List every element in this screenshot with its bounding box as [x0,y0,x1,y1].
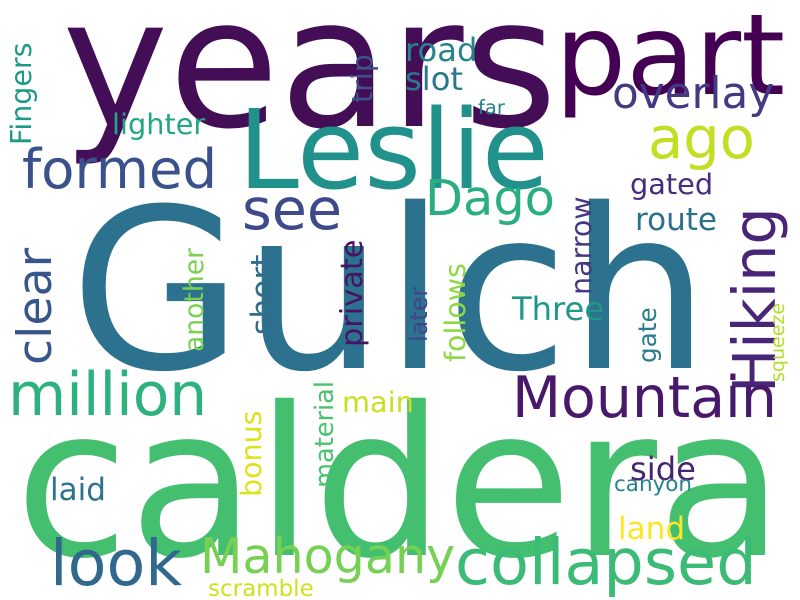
word: material [310,380,340,488]
word: Gulch [70,161,710,421]
word: million [8,360,208,430]
word: collapsed [455,526,757,600]
word: years [62,0,558,169]
word: Mahogany [200,527,456,585]
word: slot [405,60,464,98]
word: scramble [208,576,314,600]
word: look [50,526,183,600]
word: main [342,385,414,419]
word: bonus [235,410,268,497]
word: gate [633,307,662,363]
word: far [478,96,505,119]
word: squeeze [767,302,789,382]
word: short [245,254,281,335]
word: caldera [15,363,784,600]
word: route [635,202,718,238]
word: lighter [112,107,206,141]
word: laid [50,472,106,508]
word: land [618,511,686,547]
word: follows [439,263,472,362]
word: Mountain [512,365,777,431]
word: canyon [614,472,693,497]
word: Three [512,290,605,328]
word: trip [346,54,379,103]
word: later [405,286,433,342]
word: narrow [565,196,598,295]
word: Leslie [238,87,549,214]
word: clear [8,247,63,365]
word: Fingers [5,42,38,146]
word: another [179,248,210,352]
word: part [555,0,786,121]
word: Dago [425,169,555,227]
word: gated [630,167,714,201]
word: side [630,450,696,488]
word: see [242,177,343,243]
word: ago [648,105,755,172]
word: overlay [612,68,775,119]
word: road [405,31,478,69]
word: private [335,239,370,347]
word: formed [22,137,218,201]
